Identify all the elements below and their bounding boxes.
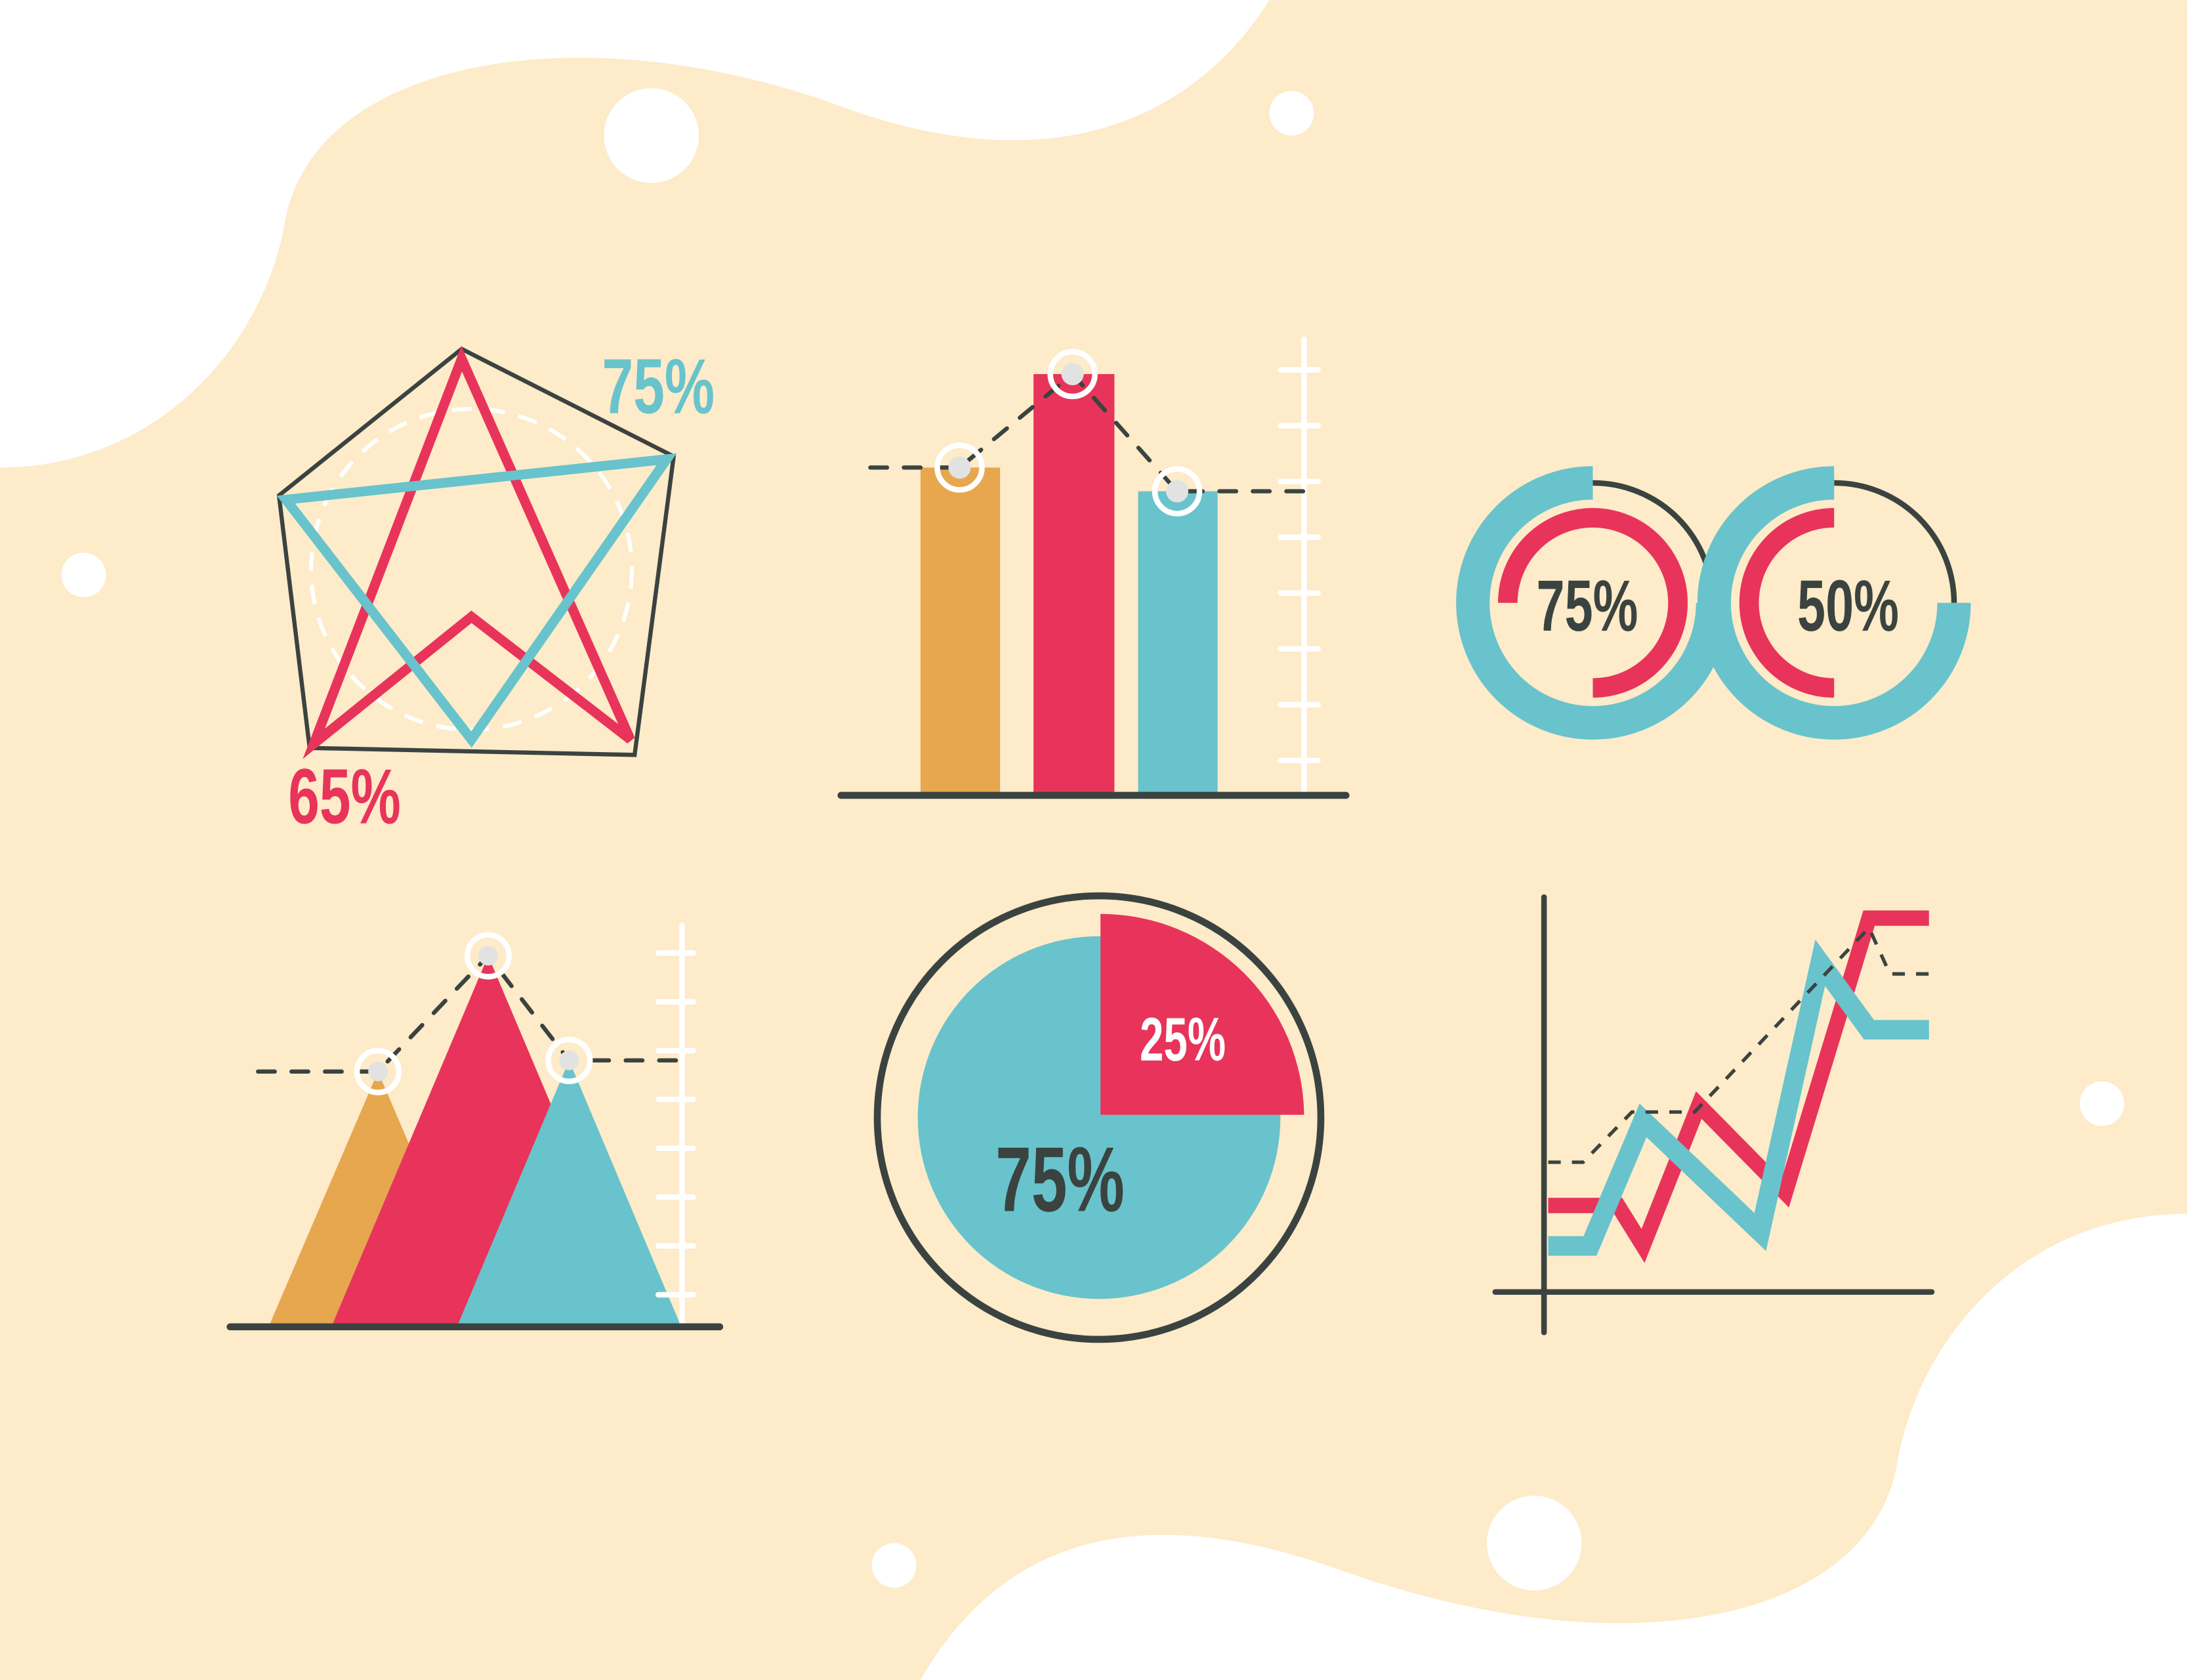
bar-teal [1138,491,1218,795]
line-chart [1492,894,1935,1335]
bar-markers [934,348,1203,516]
pie-label-75: 75% [995,1127,1125,1231]
line-dashed-series [1548,925,1932,1164]
line-red-series [1548,910,1929,1263]
peak-teal [457,1060,681,1326]
donut-chart-75: 75% [1456,466,1730,740]
donut-label-50: 50% [1797,566,1899,647]
donut-chart-50: 50% [1697,466,1971,740]
radar-label-teal: 75% [602,343,715,430]
pie-slice-red [1100,914,1304,1115]
radar-teal-series [276,453,677,748]
bar-red [1033,374,1115,795]
radar-chart: 75% 65% [276,343,715,840]
pie-chart: 25% 75% [873,892,1325,1343]
white-blob-top-left [0,0,1270,468]
white-blob-bottom-right [920,1213,2187,1680]
bar-orange [920,467,1001,795]
radar-red-series [302,346,635,759]
decor-dots [61,88,2125,1591]
mountain-chart [226,922,724,1331]
line-teal-series [1548,939,1929,1256]
donut-label-75: 75% [1537,566,1638,647]
pie-label-25: 25% [1140,1005,1226,1074]
radar-label-red: 65% [288,753,401,840]
bar-chart [837,336,1350,799]
